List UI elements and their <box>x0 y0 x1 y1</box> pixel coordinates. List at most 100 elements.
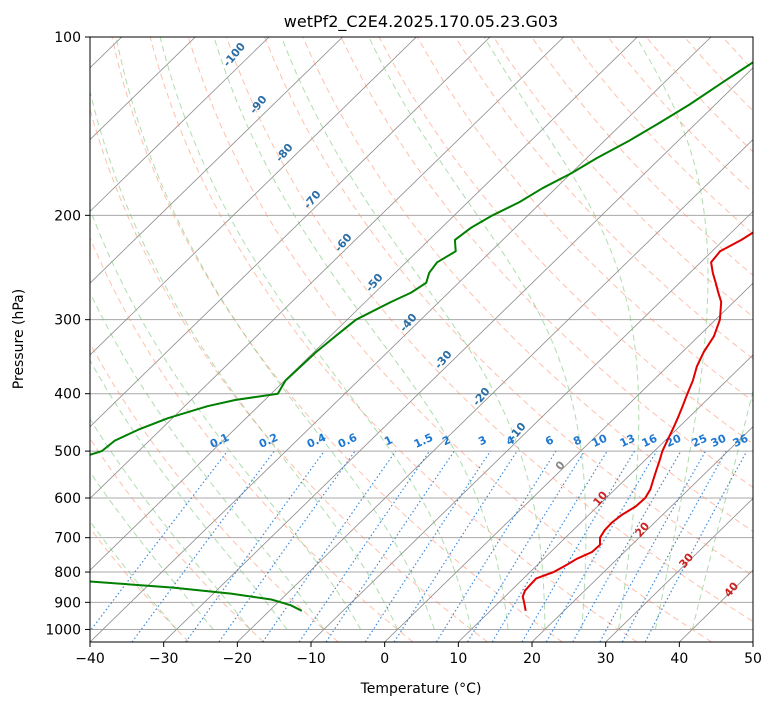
isotherm-line <box>90 37 712 642</box>
isotherm-line <box>90 37 417 356</box>
dry-adiabat-line <box>531 37 753 276</box>
dry-adiabat-line <box>90 437 264 642</box>
dry-adiabat-line <box>90 342 339 642</box>
y-tick-label: 600 <box>54 491 81 507</box>
isotherm-line <box>752 641 753 642</box>
plot-frame <box>89 36 754 643</box>
mixing-ratio-label: 25 <box>690 432 709 450</box>
y-tick-label: 300 <box>54 313 81 329</box>
isotherm-line <box>163 67 753 642</box>
moist-adiabat-line <box>213 37 509 630</box>
x-tick-label: −20 <box>223 651 253 667</box>
y-tick-label: 400 <box>54 387 81 403</box>
moist-adiabat-line <box>691 389 753 630</box>
dry-adiabat-label: -90 <box>247 93 270 117</box>
dry-adiabat-label: 20 <box>632 519 652 539</box>
mixing-ratio-line <box>325 450 455 642</box>
dry-adiabat-line <box>645 37 753 153</box>
chart-title: wetPf2_C2E4.2025.170.05.23.G03 <box>284 12 558 32</box>
dry-adiabat-line <box>90 527 190 642</box>
dry-adiabat-label: 0 <box>553 458 568 472</box>
mixing-ratio-label: 1.5 <box>412 431 435 451</box>
moist-adiabat-line <box>90 418 251 630</box>
mixing-ratio-label: 13 <box>618 432 637 450</box>
mixing-ratio-label: 30 <box>709 432 729 450</box>
mixing-ratio-line <box>364 450 491 642</box>
mixing-ratio-line <box>131 450 275 642</box>
moist-adiabat-line <box>368 37 587 630</box>
mixing-ratio-line <box>644 450 748 642</box>
y-tick-label: 200 <box>54 208 81 224</box>
mixing-ratio-label: 2 <box>440 433 452 448</box>
x-axis: −40 −30 −20 −10 0 10 20 30 40 50 <box>75 642 762 667</box>
y-tick-label: 1000 <box>45 622 81 638</box>
isotherm-line <box>458 354 753 642</box>
moist-adiabat-line <box>90 207 362 630</box>
isotherm-line <box>384 282 753 642</box>
x-tick-label: 0 <box>380 651 389 667</box>
x-tick-label: 40 <box>670 651 688 667</box>
x-tick-label: 50 <box>744 651 762 667</box>
dry-adiabat-line <box>684 37 753 112</box>
isotherm-line <box>90 37 638 571</box>
dry-adiabat-line <box>187 37 712 642</box>
temperature-trace <box>521 231 753 611</box>
mixing-ratio-line <box>491 450 608 642</box>
plot-area: -100-90-80-70-60-50-40-30-20-10010203040… <box>90 37 775 642</box>
dry-adiabat-label: 10 <box>590 488 610 508</box>
dry-adiabat-line <box>90 236 414 642</box>
dry-adiabat-label: -70 <box>301 188 324 212</box>
y-axis-label: Pressure (hPa) <box>11 289 27 389</box>
dry-adiabat-label: 40 <box>721 579 741 599</box>
dry-adiabat-line <box>149 37 638 642</box>
y-axis: 100 200 300 400 500 600 700 800 900 1000 <box>45 30 90 638</box>
y-tick-label: 700 <box>54 531 81 547</box>
dry-adiabat-line <box>302 37 753 532</box>
x-tick-label: −40 <box>75 651 105 667</box>
dry-adiabat-label: 30 <box>676 550 696 570</box>
moist-adiabat-line <box>635 37 709 630</box>
isotherm-line <box>605 497 753 642</box>
isotherm-line <box>679 569 753 642</box>
dry-adiabat-label: -100 <box>220 40 248 70</box>
x-axis-label: Temperature (°C) <box>360 681 482 697</box>
dry-adiabat-line <box>761 37 775 642</box>
moist-adiabat-line <box>281 37 546 630</box>
moist-adiabat-line <box>115 37 435 630</box>
dry-adiabat-line <box>340 37 753 488</box>
mixing-ratio-line <box>545 450 658 642</box>
moist-adiabat-line <box>90 89 399 630</box>
mixing-ratio-line <box>298 450 430 642</box>
dry-adiabat-line <box>111 37 563 642</box>
dry-adiabat-label: -60 <box>332 231 355 255</box>
mixing-ratio-line <box>90 450 228 633</box>
y-tick-label: 800 <box>54 565 81 581</box>
mixing-ratio-label: 1 <box>382 433 394 448</box>
moist-adiabat-line <box>90 520 177 630</box>
y-tick-label: 900 <box>54 595 81 611</box>
mixing-ratio-line <box>218 450 356 642</box>
x-tick-label: 20 <box>523 651 541 667</box>
dry-adiabat-line <box>226 37 753 623</box>
isotherm-line <box>90 37 270 212</box>
isotherm-line <box>90 37 491 428</box>
isotherm-line <box>237 139 753 642</box>
mixing-ratio-label: 3 <box>476 433 488 448</box>
isotherm-line <box>90 37 343 284</box>
y-tick-label: 100 <box>54 30 81 46</box>
dry-adiabat-line <box>454 37 753 360</box>
dry-adiabat-label: -40 <box>397 311 420 335</box>
mixing-ratio-line <box>572 450 682 642</box>
mixing-ratio-label: 6 <box>543 433 556 448</box>
dry-adiabat-line <box>569 37 753 235</box>
dewpoint-trace <box>90 61 753 612</box>
moist-adiabat-line <box>90 291 325 630</box>
x-tick-label: −30 <box>149 651 179 667</box>
mixing-ratio-label: 36 <box>731 432 751 450</box>
x-tick-label: 30 <box>597 651 615 667</box>
moist-adiabat-line <box>90 359 288 630</box>
mixing-ratio-line <box>393 450 518 642</box>
isotherm-line <box>90 37 196 141</box>
dry-adiabat-line <box>722 37 753 71</box>
